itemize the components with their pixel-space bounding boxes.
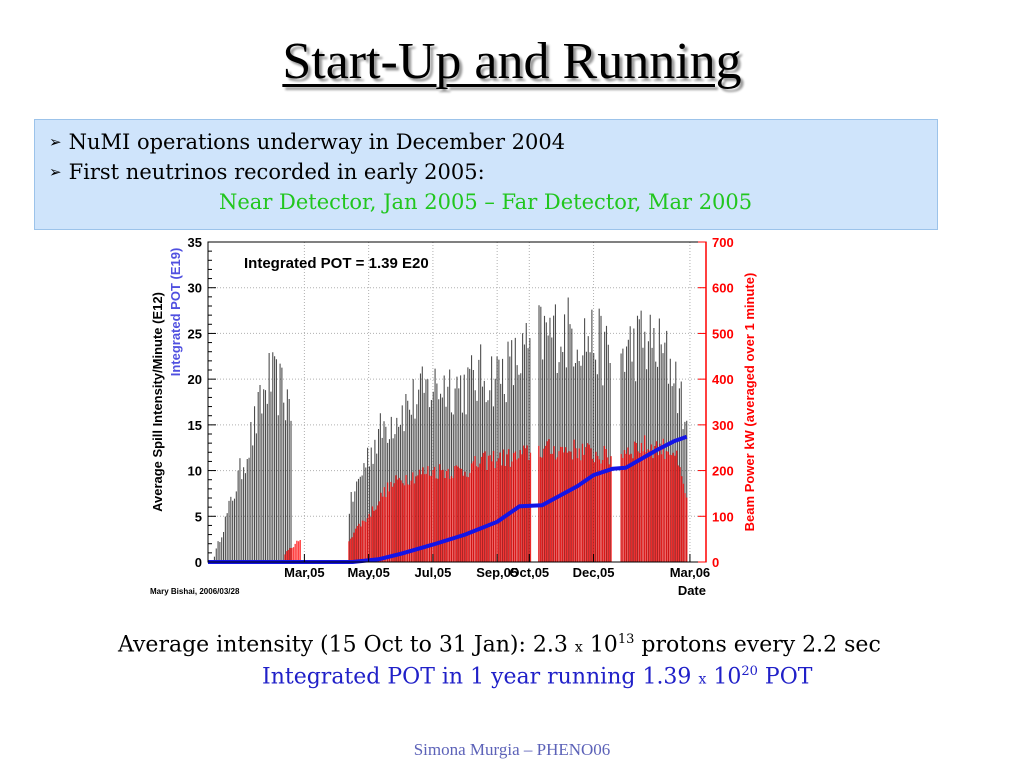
- bullet-item: ➢ NuMI operations underway in December 2…: [49, 127, 923, 157]
- y-left-tick-label: 0: [195, 555, 202, 570]
- y-left-tick-label: 5: [195, 509, 202, 524]
- y-right-tick-label: 100: [712, 509, 734, 524]
- power-exponent: 20: [741, 664, 758, 679]
- power-base: 10: [589, 632, 618, 658]
- y-right-axis-label: Beam Power kW (averaged over 1 minute): [742, 273, 757, 532]
- integrated-pot-line: [208, 434, 688, 564]
- x-axis-label: Date: [678, 583, 706, 598]
- y-left-tick-label: 15: [188, 418, 202, 433]
- slide-footer: Simona Murgia – PHENO06: [413, 740, 611, 759]
- intensity-suffix: protons every 2.2 sec: [641, 632, 881, 658]
- bullet-text: First neutrinos recorded in early 2005:: [68, 160, 485, 184]
- y-left-tick-label: 10: [188, 464, 202, 479]
- detector-dates: Near Detector, Jan 2005 – Far Detector, …: [219, 190, 753, 214]
- y-left-axis-label: Average Spill Intensity/Minute (E12): [150, 292, 165, 512]
- slide-title: Start-Up and Running: [282, 33, 742, 90]
- x-tick-label: May,05: [347, 565, 389, 580]
- y-right-tick-label: 400: [712, 372, 734, 387]
- beam-performance-chart: 0 5 10 15 20 25 30 35 0 100 200 300 400 500 600 700 Mar,…: [150, 235, 757, 598]
- y-right-tick-label: 700: [712, 235, 734, 250]
- x-tick-label: Mar,05: [284, 565, 324, 580]
- pot-suffix: POT: [764, 664, 813, 690]
- bullet-item: ➢ First neutrinos recorded in early 2005…: [49, 157, 923, 187]
- times-sign: x: [574, 639, 583, 656]
- intensity-line: Average intensity (15 Oct to 31 Jan): 2.…: [118, 632, 881, 657]
- y-right-tick-label: 0: [712, 555, 719, 570]
- pot-prefix: Integrated POT in 1 year running 1.39: [262, 664, 692, 690]
- times-sign: x: [698, 671, 707, 688]
- y-right-tick-label: 300: [712, 418, 734, 433]
- pot-line: Integrated POT in 1 year running 1.39 x …: [262, 664, 812, 689]
- intensity-prefix: Average intensity (15 Oct to 31 Jan): 2.…: [118, 632, 568, 658]
- y-left-tick-label: 35: [188, 235, 202, 250]
- chart-annotation: Integrated POT = 1.39 E20: [244, 255, 429, 272]
- chart-credit: Mary Bishai, 2006/03/28: [150, 587, 240, 596]
- y-left-tick-label: 30: [188, 281, 202, 296]
- x-tick-label: Sep,05: [476, 565, 518, 580]
- power-exponent: 13: [617, 632, 635, 647]
- arrow-bullet-icon: ➢: [49, 133, 62, 151]
- bullet-box: ➢ NuMI operations underway in December 2…: [34, 119, 938, 230]
- bullet-text: NuMI operations underway in December 200…: [68, 130, 566, 154]
- y-left-axis-label-2: Integrated POT (E19): [168, 248, 183, 377]
- arrow-bullet-icon: ➢: [49, 163, 62, 181]
- x-tick-label: Oct,05: [509, 565, 549, 580]
- power-base: 10: [713, 664, 742, 690]
- x-tick-label: Mar,06: [670, 565, 710, 580]
- y-left-tick-label: 25: [188, 326, 202, 341]
- y-right-tick-label: 600: [712, 281, 734, 296]
- y-right-tick-label: 200: [712, 464, 734, 479]
- x-tick-label: Dec,05: [573, 565, 615, 580]
- y-right-tick-label: 500: [712, 326, 734, 341]
- x-tick-label: Jul,05: [414, 565, 451, 580]
- y-left-tick-label: 20: [188, 372, 202, 387]
